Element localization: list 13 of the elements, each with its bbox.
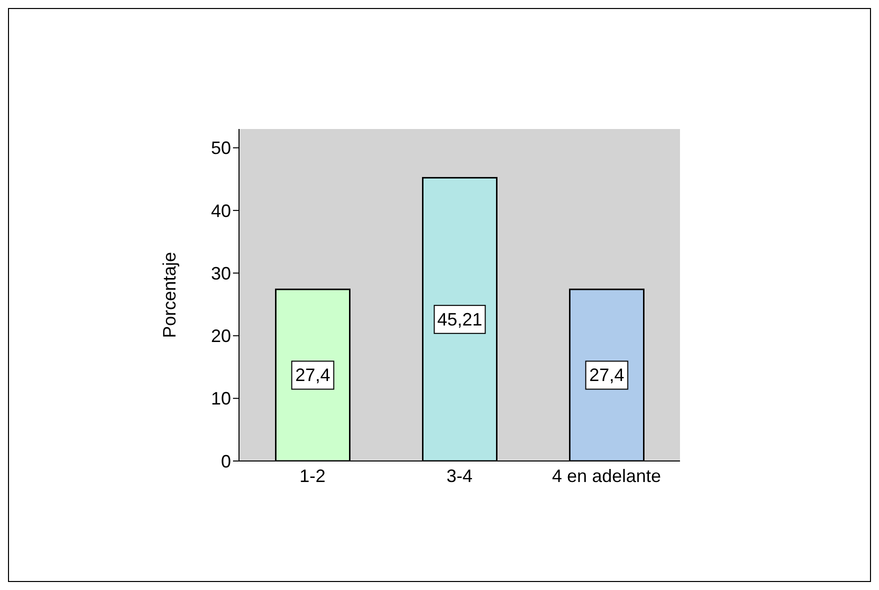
y-axis-title: Porcentaje <box>159 252 180 338</box>
y-tick-label: 50 <box>210 138 231 158</box>
x-tick-label: 1-2 <box>299 466 326 486</box>
x-tick-label: 3-4 <box>446 466 473 486</box>
y-tick-label: 30 <box>210 263 231 284</box>
x-tick-label: 4 en adelante <box>552 466 662 486</box>
y-tick-label: 10 <box>210 388 231 409</box>
y-tick-label: 40 <box>210 200 231 221</box>
data-label: 27,4 <box>295 365 330 386</box>
y-tick-label: 0 <box>220 451 231 472</box>
data-label: 27,4 <box>589 365 624 386</box>
data-label: 45,21 <box>437 309 482 330</box>
y-tick-label: 20 <box>210 326 231 346</box>
